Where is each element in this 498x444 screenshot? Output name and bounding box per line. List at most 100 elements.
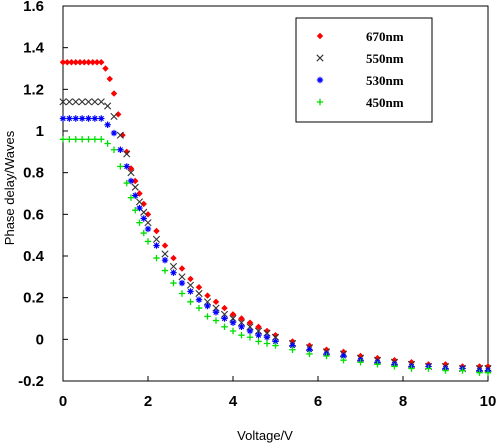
data-point xyxy=(195,304,203,312)
data-point xyxy=(91,136,99,143)
data-point xyxy=(135,198,144,206)
x-tick-label: 6 xyxy=(314,393,322,410)
data-point xyxy=(106,75,113,83)
data-point xyxy=(78,136,86,143)
data-point xyxy=(170,254,177,262)
data-point xyxy=(323,352,330,360)
data-point xyxy=(170,279,177,287)
data-point xyxy=(255,338,262,345)
data-point xyxy=(484,369,492,376)
data-point xyxy=(72,98,80,106)
data-point xyxy=(127,165,135,172)
data-point xyxy=(195,284,203,291)
y-tick-label: -0.2 xyxy=(18,373,44,390)
data-point xyxy=(66,136,73,143)
legend-label: 450nm xyxy=(366,95,404,110)
data-point xyxy=(153,242,160,249)
data-point xyxy=(289,342,296,349)
data-point xyxy=(178,290,186,297)
data-point xyxy=(144,238,152,245)
data-point xyxy=(161,242,169,249)
y-tick-label: 0.2 xyxy=(23,290,44,307)
data-point xyxy=(117,163,124,170)
data-point xyxy=(76,59,84,66)
data-point xyxy=(153,227,160,235)
data-point xyxy=(85,115,92,122)
data-point xyxy=(110,146,118,153)
data-point xyxy=(161,267,169,274)
data-point xyxy=(408,365,415,372)
data-point xyxy=(127,169,135,177)
data-point xyxy=(98,115,105,122)
data-point xyxy=(212,309,220,316)
data-point xyxy=(117,146,124,153)
data-point xyxy=(140,215,147,222)
data-point xyxy=(152,235,161,243)
data-point xyxy=(238,323,245,331)
data-point xyxy=(78,115,86,122)
series-550nm xyxy=(59,98,492,373)
data-point xyxy=(119,131,126,139)
legend-entry: 670nm xyxy=(316,29,404,44)
data-point xyxy=(85,59,92,66)
data-point xyxy=(59,98,67,106)
data-point xyxy=(316,54,324,62)
axis-ticks: 0 2 4 6 8 10 -0.2 0 0.2 0.4 0.6 0.8 1 1.2 1.4 1.6 xyxy=(18,0,496,410)
data-point xyxy=(272,331,279,339)
data-point xyxy=(91,115,99,122)
data-point xyxy=(140,200,147,208)
data-point xyxy=(263,340,271,347)
legend-label: 670nm xyxy=(366,29,404,44)
data-point xyxy=(246,327,254,335)
data-point xyxy=(255,323,262,331)
data-point xyxy=(229,311,237,318)
data-point xyxy=(316,76,324,84)
data-point xyxy=(221,304,228,312)
data-point xyxy=(85,136,92,143)
plot-area xyxy=(62,5,489,382)
data-point xyxy=(110,90,118,97)
data-point xyxy=(229,327,237,335)
legend-label: 550nm xyxy=(366,51,404,66)
data-point xyxy=(144,225,152,233)
data-point xyxy=(66,115,73,122)
data-point xyxy=(102,65,109,72)
data-point xyxy=(442,367,449,374)
data-point xyxy=(187,288,194,295)
data-point xyxy=(131,183,139,191)
series-670nm xyxy=(59,59,492,370)
data-point xyxy=(374,361,381,368)
data-point xyxy=(340,348,347,356)
data-point xyxy=(476,363,483,370)
data-point xyxy=(306,346,313,353)
data-point xyxy=(123,150,131,158)
data-point xyxy=(374,354,381,362)
data-point xyxy=(323,346,330,353)
data-point xyxy=(289,338,296,345)
data-point xyxy=(221,323,228,331)
data-point xyxy=(178,279,186,287)
x-tick-label: 8 xyxy=(399,393,407,410)
data-points xyxy=(59,59,492,376)
data-point xyxy=(93,59,101,66)
x-tick-label: 2 xyxy=(144,393,152,410)
data-point xyxy=(229,319,237,326)
y-axis-label: Phase delay/Waves xyxy=(2,130,17,245)
data-point xyxy=(272,338,279,345)
data-point xyxy=(84,98,93,106)
data-point xyxy=(104,140,111,147)
data-point xyxy=(132,177,139,185)
plot-border xyxy=(62,5,489,382)
data-point xyxy=(132,192,139,199)
data-point xyxy=(116,131,124,139)
data-point xyxy=(89,59,96,66)
data-point xyxy=(425,365,432,372)
x-tick-label: 10 xyxy=(480,393,497,410)
data-point xyxy=(212,298,220,306)
y-tick-label: 1 xyxy=(36,123,44,140)
data-point xyxy=(195,289,203,298)
data-point xyxy=(98,59,105,66)
data-point xyxy=(132,206,139,214)
data-point xyxy=(65,98,73,106)
